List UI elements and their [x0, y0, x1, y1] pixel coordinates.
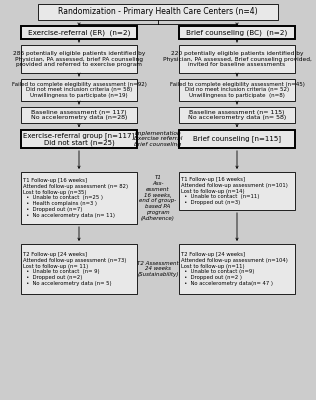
FancyBboxPatch shape	[179, 26, 295, 39]
FancyBboxPatch shape	[21, 130, 137, 148]
Text: Baseline assessment (n= 117)
No accelerometry data (n=28): Baseline assessment (n= 117) No accelero…	[31, 110, 127, 120]
Text: T1
Ass-
essment
16 weeks,
end of group-
based PA
program
(Adherence): T1 Ass- essment 16 weeks, end of group- …	[139, 175, 177, 221]
FancyBboxPatch shape	[38, 4, 278, 20]
Text: T1 Follow-up [16 weeks]
Attended follow-up assessment (n= 82)
Lost to follow-up : T1 Follow-up [16 weeks] Attended follow-…	[23, 178, 128, 218]
Text: Exercise-referral group [n=117]
Did not start (n=25): Exercise-referral group [n=117] Did not …	[23, 132, 135, 146]
Text: Brief counseling [n=115]: Brief counseling [n=115]	[193, 136, 281, 142]
Text: Baseline assessment (n= 115)
No accelerometry data (n= 58): Baseline assessment (n= 115) No accelero…	[188, 110, 286, 120]
FancyBboxPatch shape	[21, 45, 137, 73]
Text: T2 Follow-up [24 weeks]
Attended follow-up assessment (n=73)
Lost to follow-up (: T2 Follow-up [24 weeks] Attended follow-…	[23, 252, 126, 286]
Text: Exercise-referral (ER)  (n=2): Exercise-referral (ER) (n=2)	[28, 29, 130, 36]
FancyBboxPatch shape	[179, 45, 295, 73]
Text: Implementation
Exercise referral
brief counseling: Implementation Exercise referral brief c…	[134, 131, 182, 147]
Text: Failed to complete elegibility assessment (n=45)
Did no meet inclusion criteria : Failed to complete elegibility assessmen…	[170, 82, 304, 98]
FancyBboxPatch shape	[21, 244, 137, 294]
Text: 220 potentially eligible patients identified by
Physician, PA assessed, Brief co: 220 potentially eligible patients identi…	[162, 51, 312, 67]
FancyBboxPatch shape	[179, 107, 295, 123]
FancyBboxPatch shape	[21, 172, 137, 224]
Text: T1 Follow-up [16 weeks]
Attended follow-up assessment (n=101)
Lost to follow-up : T1 Follow-up [16 weeks] Attended follow-…	[181, 177, 288, 205]
FancyBboxPatch shape	[21, 107, 137, 123]
Text: T2 Follow-up [24 weeks]
Attended follow-up assessment (n=104)
Lost to follow-up : T2 Follow-up [24 weeks] Attended follow-…	[181, 252, 288, 286]
FancyBboxPatch shape	[179, 172, 295, 210]
FancyBboxPatch shape	[179, 130, 295, 148]
FancyBboxPatch shape	[21, 79, 137, 101]
Text: 286 potentially eligible patients identified by
Physician, PA assessed, brief PA: 286 potentially eligible patients identi…	[13, 51, 145, 67]
Text: T2 Assessment
24 weeks
(Sustainability): T2 Assessment 24 weeks (Sustainability)	[137, 261, 179, 277]
Text: Failed to complete elegibility assessment (n=92)
Did not meet inclusion criteria: Failed to complete elegibility assessmen…	[12, 82, 146, 98]
FancyBboxPatch shape	[179, 244, 295, 294]
Text: Brief counseling (BC)  (n=2): Brief counseling (BC) (n=2)	[186, 29, 288, 36]
FancyBboxPatch shape	[179, 79, 295, 101]
Text: Randomization - Primary Health Care Centers (n=4): Randomization - Primary Health Care Cent…	[58, 8, 258, 16]
FancyBboxPatch shape	[21, 26, 137, 39]
